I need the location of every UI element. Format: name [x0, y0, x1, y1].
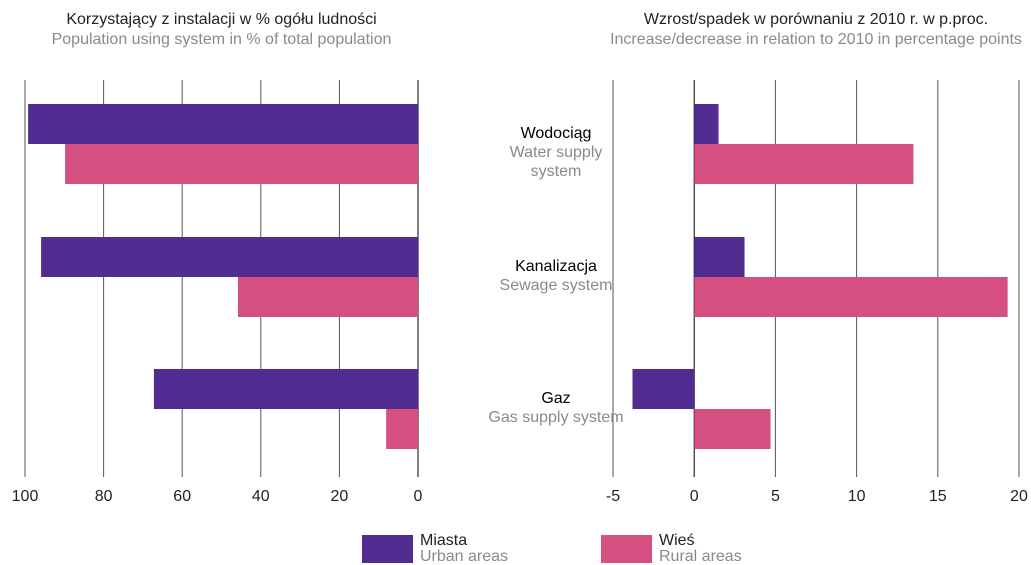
- bar: [632, 369, 695, 409]
- x-tick-label: 20: [1010, 488, 1028, 505]
- bar: [694, 237, 745, 277]
- bar: [238, 277, 418, 317]
- bar: [28, 104, 418, 144]
- bar: [694, 104, 719, 144]
- chart-subtitle: Increase/decrease in relation to 2010 in…: [610, 31, 1022, 48]
- category-text: Sewage system: [499, 277, 613, 294]
- category-text: Wodociąg: [520, 125, 592, 142]
- x-tick-label: 40: [252, 488, 270, 505]
- chart-subtitle: Population using system in % of total po…: [52, 31, 392, 48]
- x-tick-label: 60: [173, 488, 191, 505]
- chart-title: Wzrost/spadek w porównaniu z 2010 r. w p…: [644, 11, 988, 28]
- bar: [694, 277, 1008, 317]
- category-text: Gaz: [541, 390, 571, 407]
- legend-label: Miasta: [420, 532, 467, 549]
- legend-label-en: Rural areas: [659, 548, 742, 565]
- category-text: Water supply system: [509, 144, 603, 180]
- bar: [41, 237, 418, 277]
- chart-title: Korzystający z instalacji w % ogółu ludn…: [66, 11, 376, 28]
- bar: [694, 144, 914, 184]
- legend-label-en: Urban areas: [420, 548, 508, 565]
- x-tick-label: 0: [414, 488, 423, 505]
- category-text: Kanalizacja: [515, 258, 597, 275]
- x-tick-label: 80: [95, 488, 113, 505]
- x-tick-label: 10: [848, 488, 866, 505]
- bar: [153, 369, 419, 409]
- category-label: Gaz Gas supply system: [486, 389, 626, 427]
- x-tick-label: 5: [771, 488, 780, 505]
- legend-swatch: [362, 535, 413, 563]
- x-tick-label: 100: [12, 488, 39, 505]
- bar: [65, 144, 418, 184]
- x-tick-label: -5: [606, 488, 620, 505]
- bar: [694, 409, 771, 449]
- category-text: Gas supply system: [488, 409, 624, 426]
- legend-label: Wieś: [659, 532, 695, 549]
- x-tick-label: 15: [929, 488, 947, 505]
- category-label: Wodociąg Water supply system: [486, 124, 626, 181]
- bar: [386, 409, 418, 449]
- x-tick-label: 20: [331, 488, 349, 505]
- category-label: Kanalizacja Sewage system: [486, 257, 626, 295]
- legend-swatch: [601, 535, 652, 563]
- x-tick-label: 0: [690, 488, 699, 505]
